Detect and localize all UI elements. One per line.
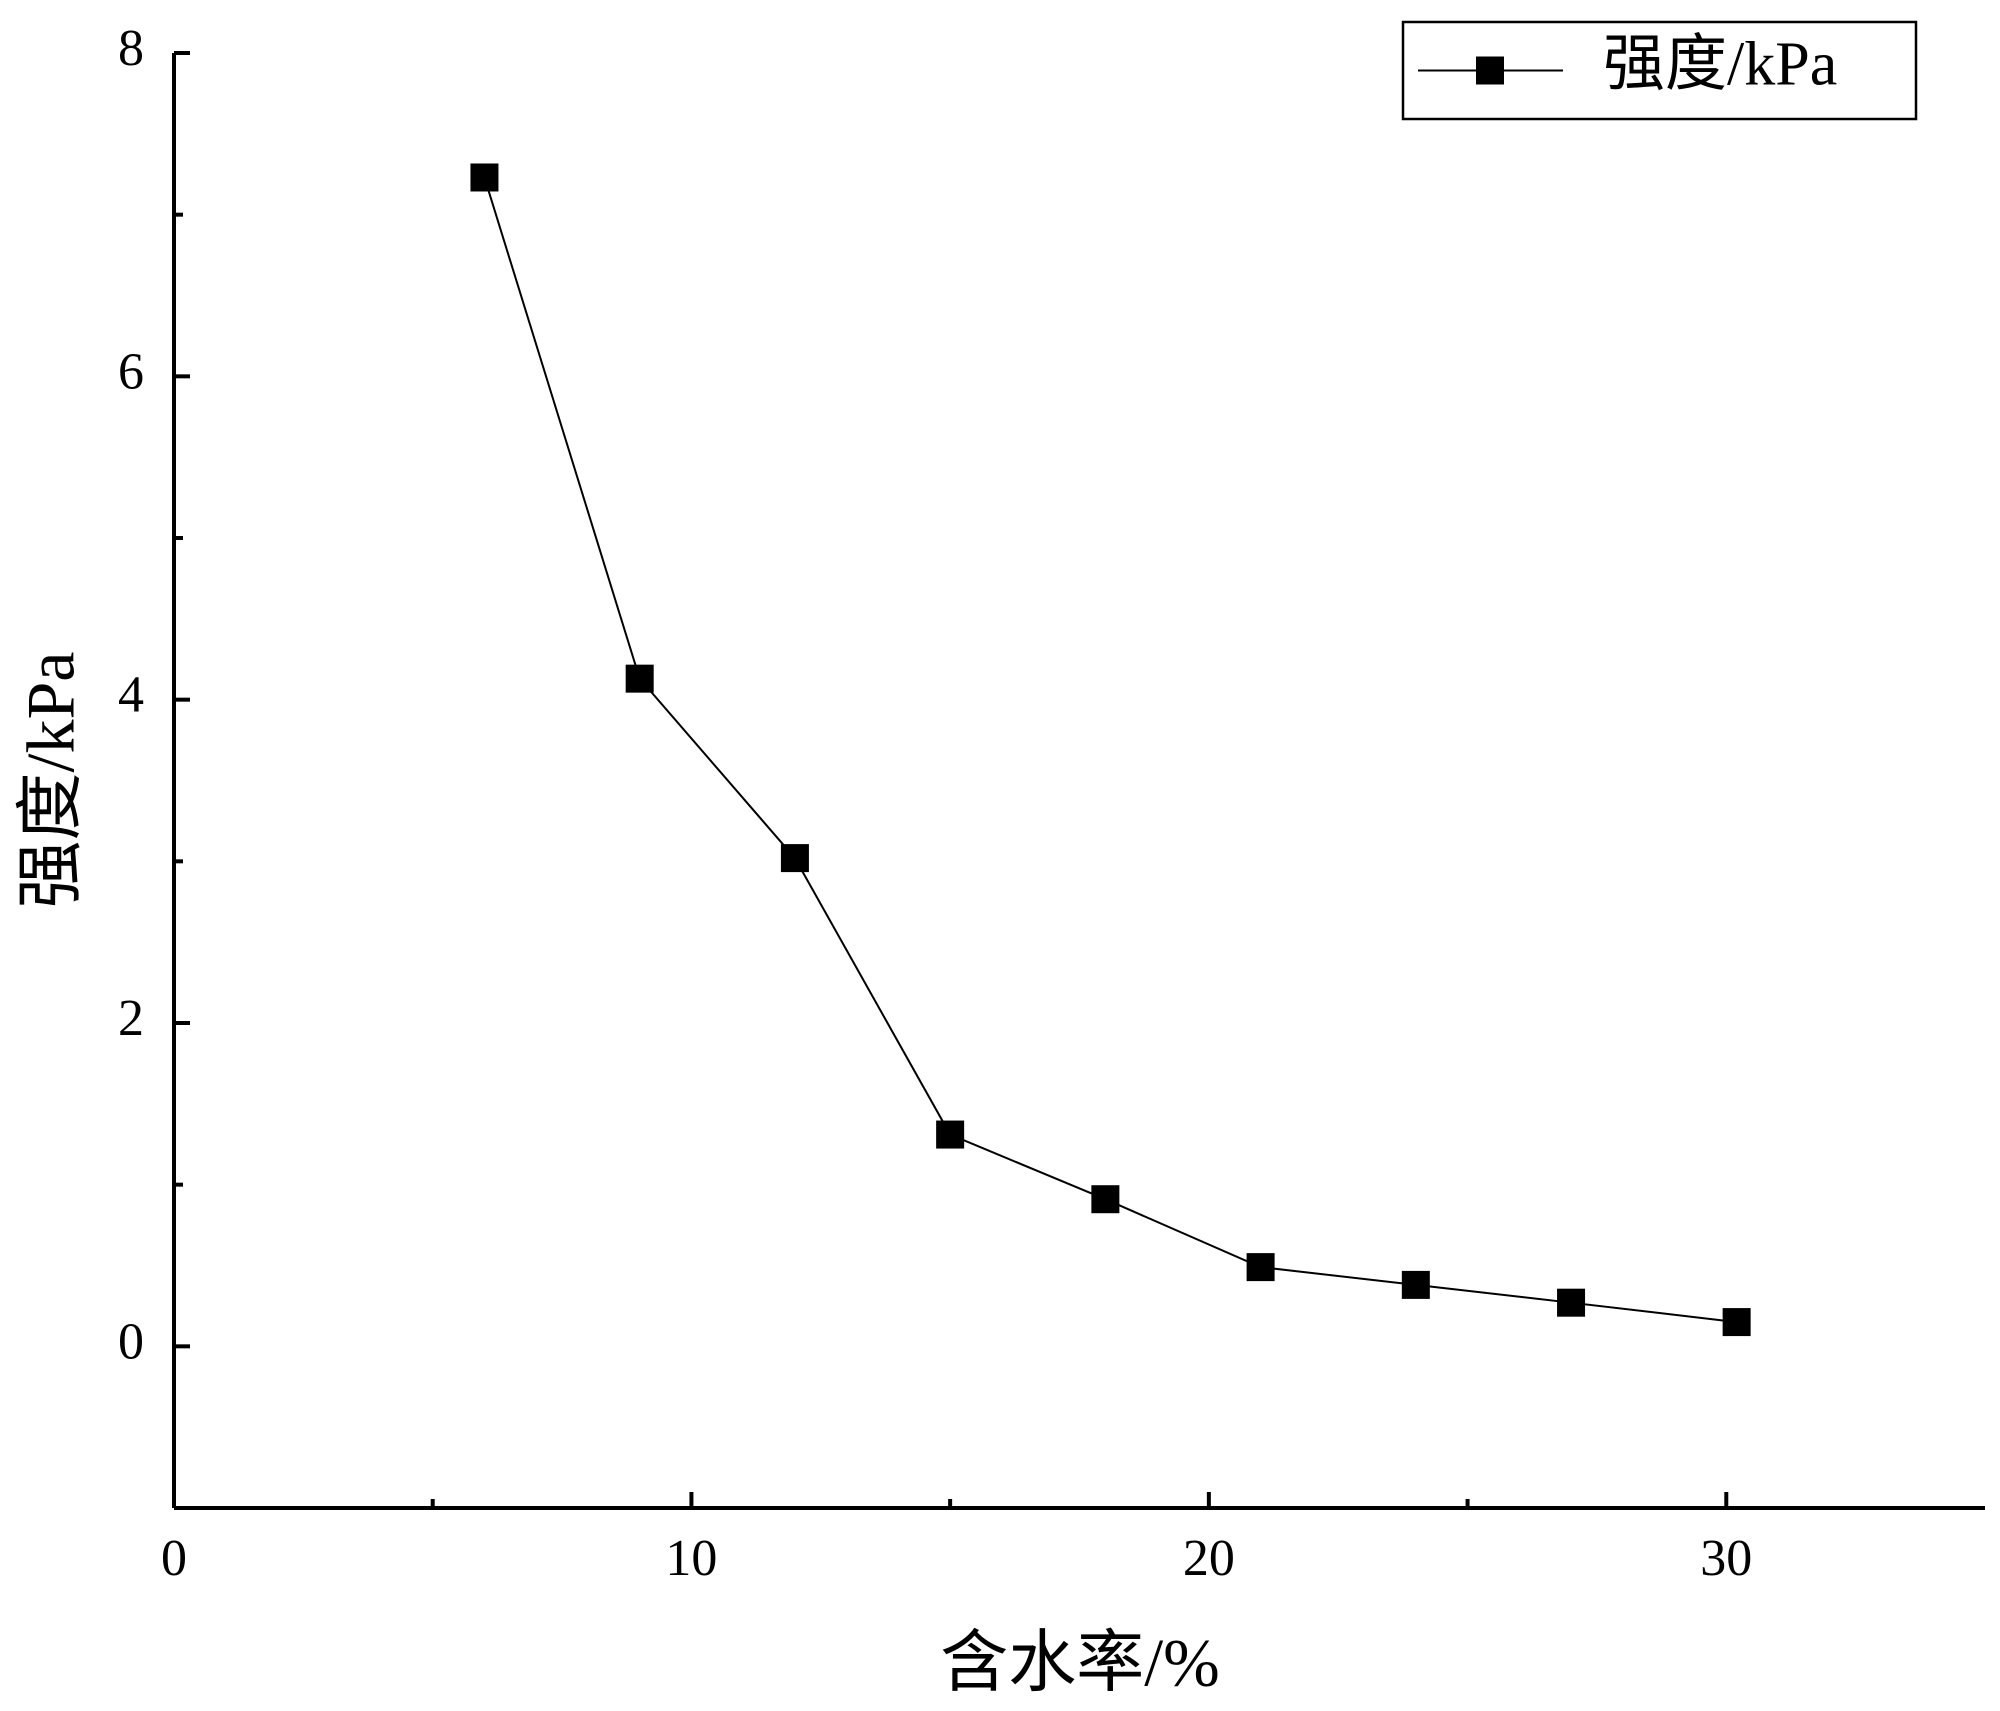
marker [936, 1120, 965, 1149]
y-tick-label: 6 [118, 343, 144, 400]
x-tick-label: 30 [1700, 1530, 1752, 1587]
x-axis-title: 含水率/% [940, 1625, 1220, 1701]
marker [1401, 1270, 1430, 1299]
marker [470, 163, 499, 192]
marker [780, 844, 809, 873]
legend-label: 强度/kPa [1603, 31, 1837, 99]
x-tick-label: 10 [665, 1530, 717, 1587]
y-tick-label: 8 [118, 20, 144, 77]
marker [1722, 1308, 1751, 1337]
marker [1246, 1253, 1275, 1282]
marker [1557, 1288, 1586, 1317]
y-axis-title: 强度/kPa [13, 652, 89, 909]
marker [1091, 1185, 1120, 1214]
legend-box [1401, 20, 1918, 121]
x-tick-label: 20 [1183, 1530, 1235, 1587]
y-tick-label: 0 [118, 1313, 144, 1370]
legend-marker [1476, 56, 1504, 85]
y-tick-label: 4 [118, 667, 144, 724]
y-tick-label: 2 [118, 990, 144, 1047]
x-tick-label: 0 [161, 1530, 187, 1587]
series-line [483, 177, 1737, 1324]
marker [625, 664, 654, 693]
